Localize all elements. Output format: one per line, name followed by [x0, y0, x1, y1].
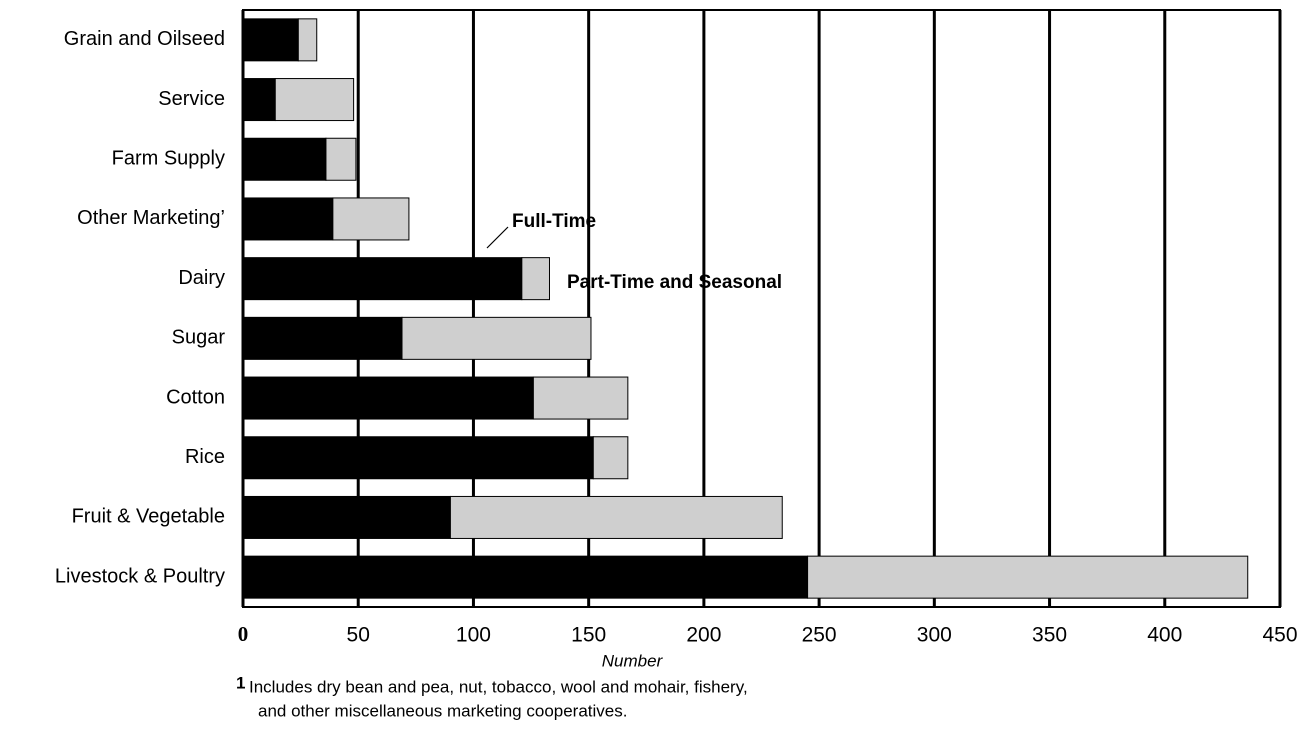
x-axis-label: Number	[602, 651, 664, 670]
leader-line	[486, 226, 509, 249]
y-tick-label: Grain and Oilseed	[64, 28, 225, 50]
x-tick-label: 350	[1032, 624, 1067, 647]
bar-segment	[532, 376, 629, 420]
x-tick-label: 200	[686, 624, 721, 647]
y-tick-label: Service	[158, 88, 225, 110]
x-tick-label: 300	[917, 624, 952, 647]
y-tick-label: Rice	[185, 446, 225, 468]
x-tick-label: 450	[1262, 624, 1297, 647]
x-tick-label: 0	[238, 622, 249, 646]
x-tick-label: 100	[456, 624, 491, 647]
y-tick-label: Cotton	[166, 386, 225, 408]
footnote: Includes dry bean and pea, nut, tobacco,…	[249, 677, 748, 696]
bar-segment	[274, 78, 355, 122]
y-tick-label: Sugar	[172, 327, 226, 349]
bar-segment	[242, 555, 809, 599]
bar-segment	[325, 137, 357, 181]
bar-segment	[807, 555, 1249, 599]
bar-segment	[592, 436, 629, 480]
x-tick-label: 400	[1147, 624, 1182, 647]
bar-segment	[242, 137, 327, 181]
bar-segment	[242, 78, 276, 122]
y-tick-label: Other Marketing’	[77, 207, 225, 229]
bar-segment	[242, 316, 403, 360]
bar-segment	[242, 257, 523, 301]
bar-segment	[449, 495, 783, 539]
bar-segment	[521, 257, 550, 301]
bar-segment	[297, 18, 318, 62]
y-tick-label: Fruit & Vegetable	[72, 506, 225, 528]
x-tick-label: 250	[802, 624, 837, 647]
footnote-marker: 1	[236, 673, 245, 692]
bar-segment	[242, 197, 334, 241]
legend-label: Part-Time and Seasonal	[567, 272, 782, 293]
bar-segment	[242, 436, 594, 480]
bar-segment	[401, 316, 592, 360]
bar-segment	[332, 197, 410, 241]
bar-segment	[242, 18, 299, 62]
y-tick-label: Livestock & Poultry	[55, 565, 225, 587]
legend-label: Full-Time	[512, 211, 596, 232]
y-tick-label: Dairy	[178, 267, 225, 289]
bar-segment	[242, 376, 534, 420]
x-tick-label: 50	[347, 624, 370, 647]
y-tick-label: Farm Supply	[112, 148, 225, 170]
x-tick-label: 150	[571, 624, 606, 647]
footnote: and other miscellaneous marketing cooper…	[258, 701, 627, 720]
bar-segment	[242, 495, 451, 539]
